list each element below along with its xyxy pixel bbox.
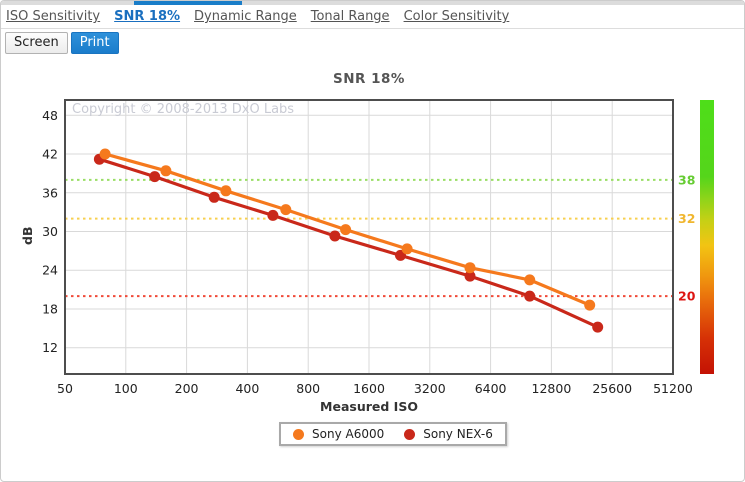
- threshold-label: 20: [678, 289, 696, 304]
- x-tick-label: 3200: [414, 381, 446, 396]
- data-point: [395, 249, 406, 261]
- data-point: [267, 209, 279, 221]
- x-tick-label: 800: [296, 381, 320, 396]
- data-point: [592, 321, 604, 333]
- x-tick-label: 12800: [532, 381, 572, 396]
- screen-button[interactable]: Screen: [5, 32, 68, 54]
- quality-gradient-bar: [700, 100, 714, 374]
- threshold-label: 38: [678, 172, 695, 187]
- y-tick-label: 18: [42, 301, 58, 316]
- series-sony-nex-6: [93, 153, 604, 333]
- y-tick-label: 36: [42, 185, 58, 200]
- x-tick-label: 400: [235, 381, 259, 396]
- data-point: [149, 171, 161, 183]
- x-tick-label: 200: [175, 381, 199, 396]
- data-point: [99, 148, 111, 160]
- chart-title: SNR 18%: [333, 71, 405, 87]
- tab-color-sensitivity[interactable]: Color Sensitivity: [403, 9, 510, 24]
- active-tab-indicator: [134, 1, 242, 5]
- threshold-label: 32: [678, 211, 695, 226]
- copyright-watermark: Copyright © 2008-2013 DxO Labs: [72, 102, 294, 117]
- data-point: [93, 153, 105, 165]
- data-point: [160, 165, 172, 177]
- data-point: [280, 204, 292, 216]
- chart-legend: Sony A6000 Sony NEX-6: [279, 422, 507, 446]
- x-tick-label: 51200: [653, 381, 693, 396]
- threshold-lines: 38 32 20: [65, 172, 696, 304]
- x-axis-ticks: 50 100 200 400 800 1600 3200 6400 12800 25600 5120…: [57, 381, 693, 396]
- data-point: [584, 299, 596, 311]
- tab-separator: [1, 28, 744, 29]
- tab-dynamic-range[interactable]: Dynamic Range: [194, 9, 297, 24]
- legend-item-sony-nex-6: Sony NEX-6: [404, 427, 493, 441]
- data-point: [464, 262, 476, 274]
- tab-tonal-range[interactable]: Tonal Range: [310, 9, 390, 24]
- data-point: [220, 185, 232, 197]
- tab-snr-18-[interactable]: SNR 18%: [114, 9, 181, 24]
- x-tick-label: 6400: [475, 381, 507, 396]
- data-point: [340, 224, 352, 236]
- data-point: [464, 270, 476, 282]
- legend-label: Sony NEX-6: [423, 427, 493, 441]
- series-sony-a6000: [99, 148, 596, 311]
- y-tick-label: 12: [42, 340, 58, 355]
- data-point: [524, 290, 536, 302]
- y-axis-ticks: 48 42 36 30 24 18 12: [42, 108, 58, 355]
- print-button[interactable]: Print: [70, 32, 119, 54]
- screen-print-toggle: Screen Print: [5, 32, 119, 54]
- y-tick-label: 24: [42, 263, 58, 278]
- y-tick-label: 30: [42, 224, 58, 239]
- top-strip: [1, 1, 744, 5]
- legend-marker-icon: [293, 428, 304, 440]
- legend-marker-icon: [404, 428, 416, 440]
- x-tick-label: 1600: [353, 381, 385, 396]
- y-tick-label: 42: [42, 147, 58, 162]
- tab-iso-sensitivity[interactable]: ISO Sensitivity: [6, 9, 101, 24]
- data-point: [208, 191, 220, 203]
- legend-label: Sony A6000: [312, 427, 385, 441]
- x-tick-label: 25600: [592, 381, 632, 396]
- y-tick-label: 48: [42, 108, 58, 123]
- x-axis-title: Measured ISO: [320, 399, 418, 414]
- data-point: [329, 230, 341, 242]
- y-axis-title: dB: [20, 227, 35, 245]
- gridlines: [64, 100, 674, 374]
- measurement-tabs: ISO Sensitivity SNR 18% Dynamic Range Tonal…: [6, 9, 509, 24]
- data-point: [401, 243, 413, 255]
- data-point: [524, 274, 536, 286]
- plot-border: [64, 99, 674, 375]
- x-tick-label: 50: [57, 381, 73, 396]
- x-tick-label: 100: [114, 381, 138, 396]
- legend-item-sony-a6000: Sony A6000: [293, 427, 384, 441]
